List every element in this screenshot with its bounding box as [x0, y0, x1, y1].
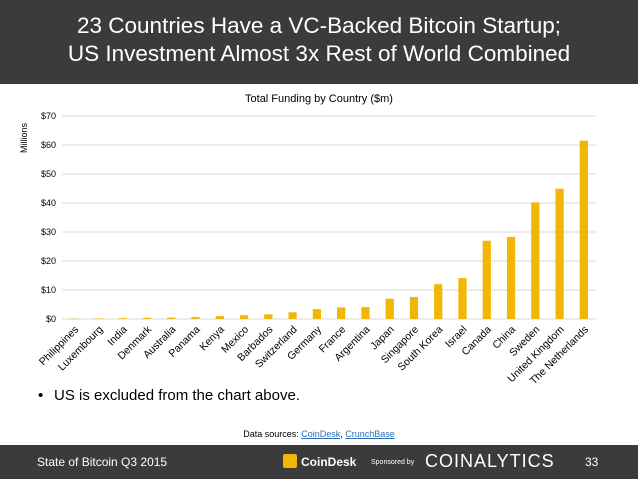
bar-philippines	[70, 318, 79, 320]
note: • US is excluded from the chart above.	[38, 387, 300, 404]
bar-china	[506, 236, 516, 319]
bar-luxembourg	[94, 318, 103, 320]
y-axis-label: Millions	[19, 123, 29, 154]
bar-sweden	[531, 202, 540, 319]
bar-the-netherlands	[579, 140, 588, 319]
y-tick-label: $0	[46, 314, 56, 324]
bar-germany	[312, 309, 321, 319]
coindesk-logo-text: CoinDesk	[301, 455, 357, 469]
y-tick-label: $10	[41, 285, 56, 295]
gridlines	[62, 115, 596, 320]
bar-switzerland	[288, 312, 297, 319]
footer: State of Bitcoin Q3 2015 CoinDesk Sponso…	[0, 445, 638, 479]
slide-title-line-2: US Investment Almost 3x Rest of World Co…	[67, 41, 571, 66]
bar-india	[118, 318, 127, 319]
coinalytics-logo: COINALYTICS	[425, 451, 555, 471]
bar-south-korea	[434, 284, 443, 319]
bar-australia	[167, 317, 176, 319]
crunchbase-link[interactable]: CrunchBase	[345, 429, 395, 439]
note-text: US is excluded from the chart above.	[54, 387, 300, 404]
slide-title-line-1: 23 Countries Have a VC-Backed Bitcoin St…	[77, 13, 561, 38]
y-tick-label: $30	[41, 227, 56, 237]
sources-prefix: Data sources:	[243, 429, 302, 439]
chart-title: Total Funding by Country ($m)	[245, 93, 393, 105]
bars	[70, 140, 588, 320]
coindesk-icon	[283, 454, 297, 468]
title-bar: 23 Countries Have a VC-Backed Bitcoin St…	[0, 0, 638, 84]
bar-canada	[482, 240, 491, 319]
y-tick-labels: $0 $10 $20 $30 $40 $50 $60 $70	[41, 111, 56, 324]
y-tick-label: $70	[41, 111, 56, 121]
bar-kenya	[215, 316, 224, 319]
bar-panama	[191, 316, 200, 319]
bar-japan	[385, 298, 394, 319]
page-number: 33	[585, 455, 599, 469]
bar-barbados	[264, 314, 273, 319]
sources-separator: ,	[340, 429, 346, 439]
bar-france	[337, 307, 346, 319]
footer-report-name: State of Bitcoin Q3 2015	[37, 455, 168, 469]
bar-argentina	[361, 307, 370, 319]
bar-singapore	[409, 296, 419, 319]
y-tick-label: $50	[41, 169, 56, 179]
bar-united-kingdom	[555, 188, 564, 319]
bar-israel	[458, 278, 467, 319]
bullet-dot: •	[38, 387, 44, 404]
data-sources: Data sources: CoinDesk, CrunchBase	[0, 429, 638, 439]
funding-bar-chart: Total Funding by Country ($m) Millions $…	[19, 93, 596, 386]
y-tick-label: $40	[41, 198, 56, 208]
bar-denmark	[142, 317, 152, 319]
y-tick-label: $20	[41, 256, 56, 266]
y-tick-label: $60	[41, 140, 56, 150]
bar-mexico	[239, 315, 249, 319]
coindesk-link[interactable]: CoinDesk	[301, 429, 341, 439]
coindesk-logo: CoinDesk	[283, 454, 356, 469]
sponsored-by-label: Sponsored by	[371, 459, 415, 466]
